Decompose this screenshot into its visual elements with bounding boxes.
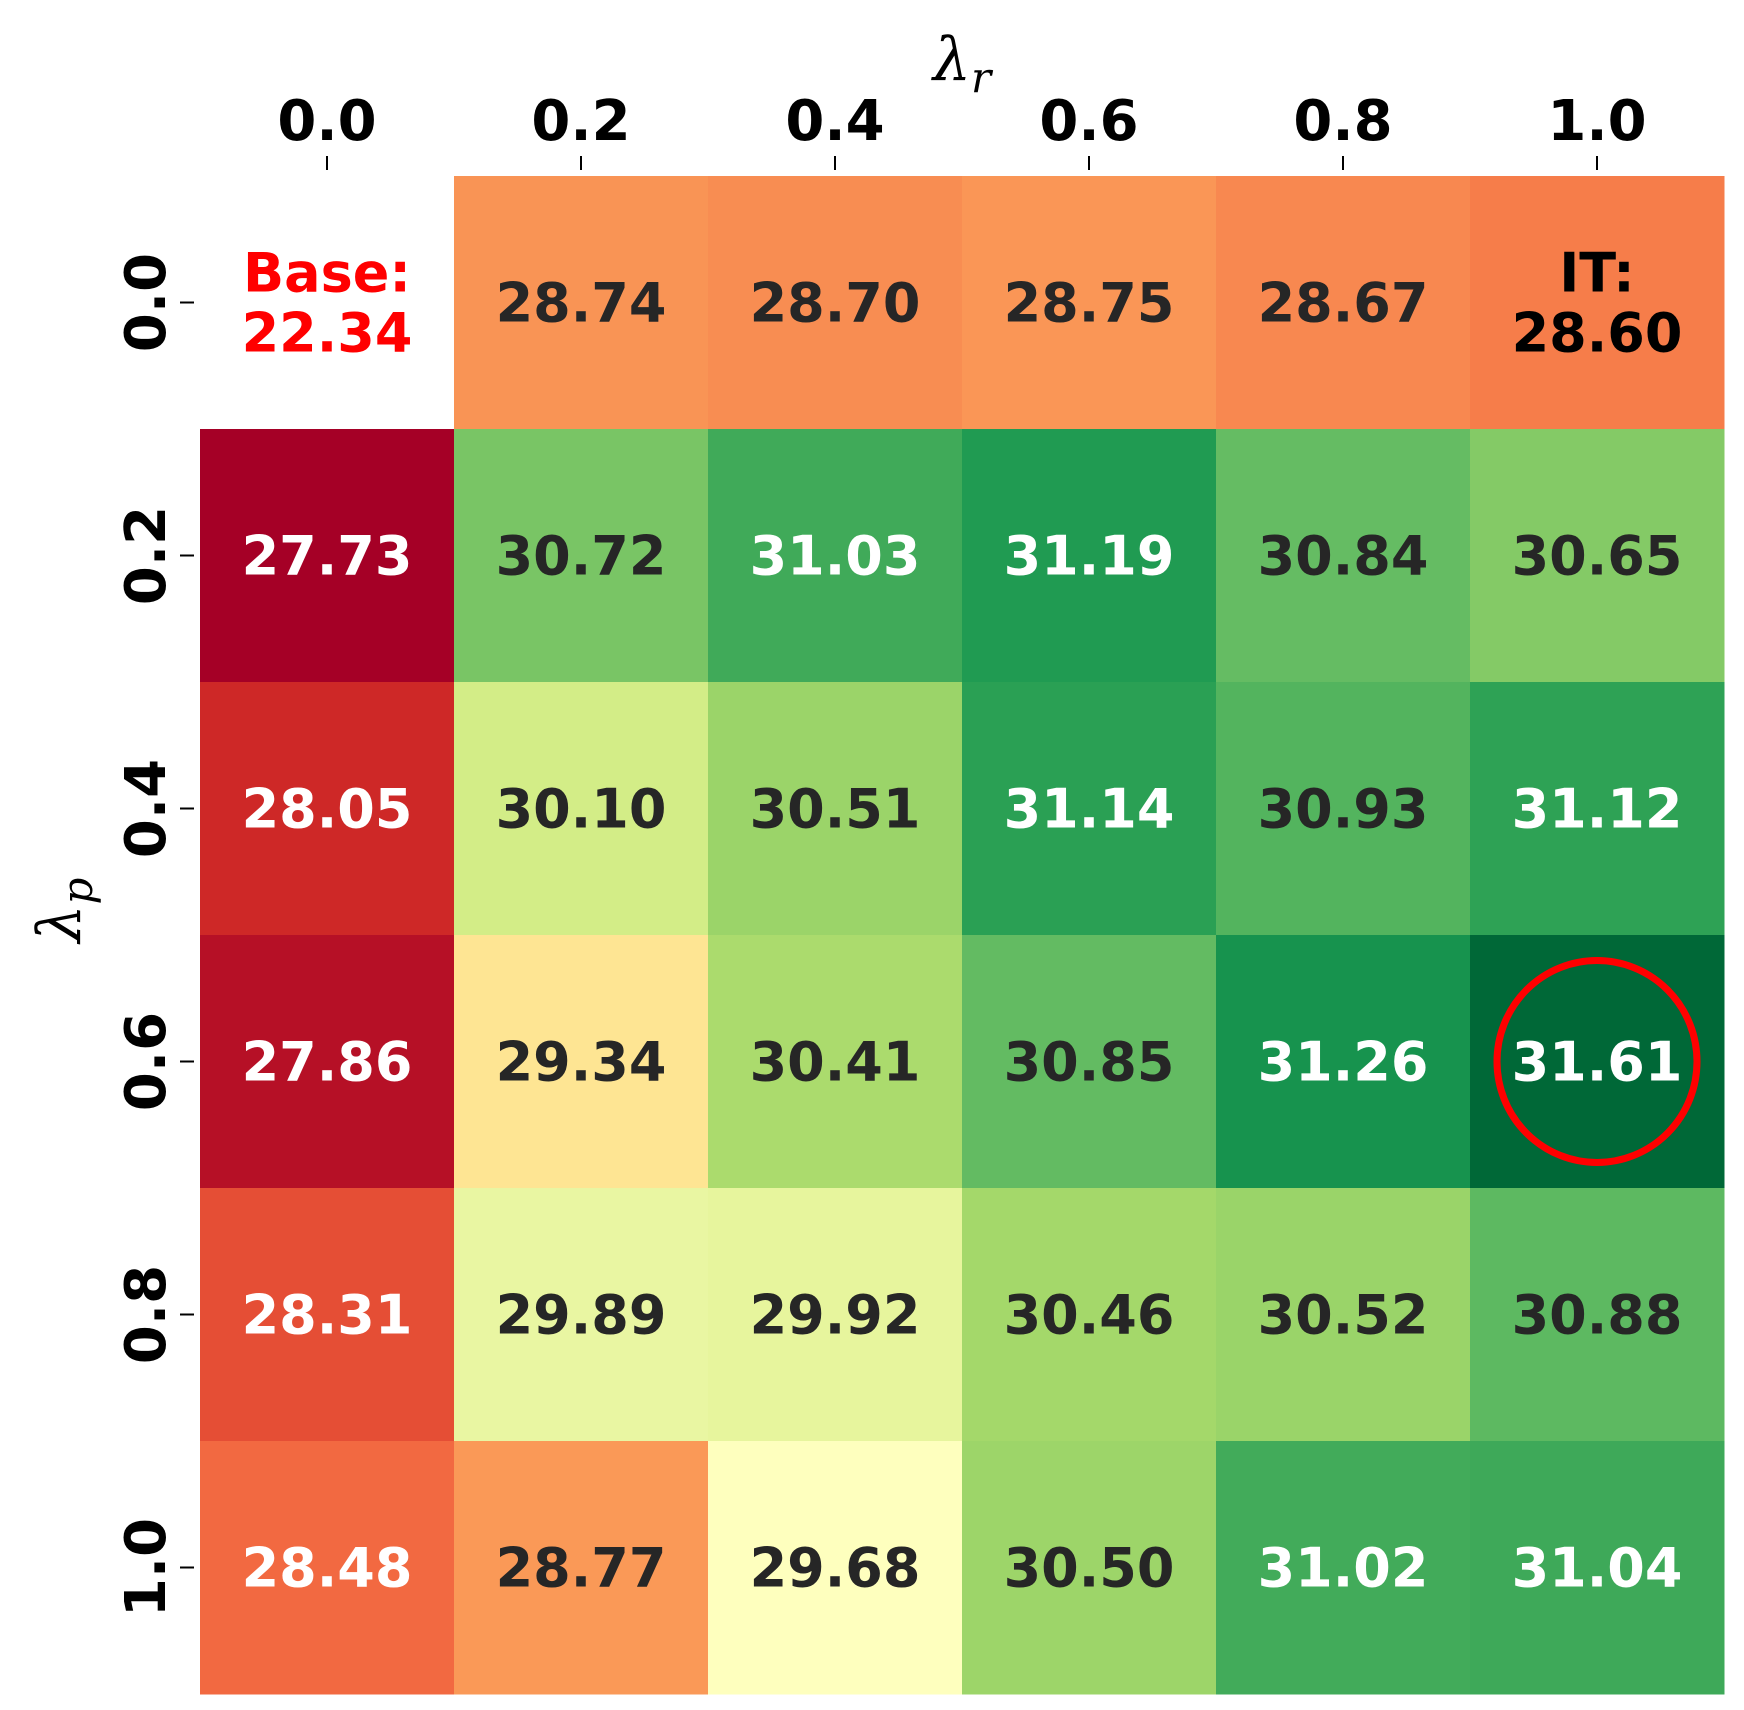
- cell-value-label: 28.70: [750, 272, 921, 335]
- x-axis-ticks: 0.0 0.2 0.4 0.6 0.8 1.0: [277, 89, 1647, 170]
- cell-value-label: 28.74: [496, 272, 667, 335]
- cell-value-label: Base: 22.34: [242, 242, 413, 365]
- cell-value-label: 28.05: [242, 778, 413, 841]
- cell-value-label: 29.89: [496, 1284, 667, 1347]
- cell-value-label: 30.72: [496, 525, 667, 588]
- y-tick-label: 0.4: [114, 759, 179, 858]
- cell-value-label: 30.51: [750, 778, 921, 841]
- cell-value-label: 31.12: [1512, 778, 1683, 841]
- heatmap-cell: [1470, 1188, 1725, 1442]
- cell-value-label: 28.77: [496, 1537, 667, 1600]
- heatmap-cell: [1216, 935, 1471, 1189]
- x-tick-label: 0.4: [785, 89, 884, 154]
- cell-value-label: 30.84: [1258, 525, 1429, 588]
- cell-value-label: IT: 28.60: [1512, 242, 1683, 365]
- cell-value-label: 31.14: [1004, 778, 1175, 841]
- x-tick-label: 1.0: [1547, 89, 1646, 154]
- heatmap-cell: [200, 429, 455, 683]
- cell-value-label: 31.03: [750, 525, 921, 588]
- heatmap-cell: [962, 1441, 1217, 1695]
- cell-value-label: 31.61: [1512, 1031, 1683, 1094]
- cell-value-label: 30.50: [1004, 1537, 1175, 1600]
- cell-value-label: 28.31: [242, 1284, 413, 1347]
- cell-value-label: 29.92: [750, 1284, 921, 1347]
- x-axis-label: λr: [931, 25, 994, 102]
- heatmap-cell: [454, 935, 709, 1189]
- heatmap-cell-labels: Base: 22.34 28.74 28.70 28.75 28.67 IT: 28.60 27…: [242, 242, 1683, 1600]
- x-tick-label: 0.2: [531, 89, 630, 154]
- cell-value-label: 30.46: [1004, 1284, 1175, 1347]
- heatmap-cell: [1216, 1441, 1471, 1695]
- heatmap-cell: [200, 682, 455, 936]
- heatmap-cell: [454, 1441, 709, 1695]
- cell-value-label: 31.26: [1258, 1031, 1429, 1094]
- cell-value-label: 31.02: [1258, 1537, 1429, 1600]
- y-tick-label: 1.0: [114, 1518, 179, 1617]
- heatmap-cell: [200, 176, 455, 430]
- heatmap-cell: [708, 935, 963, 1189]
- heatmap-cell: [200, 1188, 455, 1442]
- heatmap-cell: [454, 1188, 709, 1442]
- heatmap-cell: [708, 1441, 963, 1695]
- heatmap-cell: [1470, 682, 1725, 936]
- heatmap-cell: [962, 176, 1217, 430]
- heatmap-cell: [1470, 176, 1725, 430]
- heatmap-cell: [1216, 1188, 1471, 1442]
- heatmap-cell: [454, 429, 709, 683]
- heatmap-cell: [454, 176, 709, 430]
- y-axis-label: λp: [25, 878, 102, 945]
- cell-value-label: 29.68: [750, 1537, 921, 1600]
- cell-value-label: 30.41: [750, 1031, 921, 1094]
- highlight-layer: [1493, 957, 1701, 1166]
- highlight-circle: [1493, 957, 1701, 1166]
- y-tick-label: 0.0: [114, 253, 179, 352]
- x-tick-label: 0.8: [1293, 89, 1392, 154]
- cell-value-label: 30.10: [496, 778, 667, 841]
- heatmap-cell: [1216, 429, 1471, 683]
- heatmap-cell: [962, 682, 1217, 936]
- cell-value-label: 30.93: [1258, 778, 1429, 841]
- y-tick-label: 0.8: [114, 1265, 179, 1364]
- cell-value-label: 29.34: [496, 1031, 667, 1094]
- heatmap-cell: [962, 935, 1217, 1189]
- heatmap-cell: [200, 935, 455, 1189]
- y-tick-label: 0.2: [114, 506, 179, 605]
- heatmap-cell: [200, 1441, 455, 1695]
- heatmap-cells: [200, 176, 1725, 1695]
- heatmap-cell: [1470, 935, 1725, 1189]
- heatmap-cell: [1216, 682, 1471, 936]
- y-axis-ticks: 0.0 0.2 0.4 0.6 0.8 1.0: [114, 253, 194, 1617]
- cell-value-label: 30.52: [1258, 1284, 1429, 1347]
- cell-value-label: 28.48: [242, 1537, 413, 1600]
- heatmap-cell: [708, 1188, 963, 1442]
- x-tick-label: 0.0: [277, 89, 376, 154]
- cell-value-label: 30.85: [1004, 1031, 1175, 1094]
- y-tick-label: 0.6: [114, 1012, 179, 1111]
- x-tick-label: 0.6: [1039, 89, 1138, 154]
- heatmap-cell: [1470, 429, 1725, 683]
- cell-value-label: 31.04: [1512, 1537, 1683, 1600]
- cell-value-label: 28.75: [1004, 272, 1175, 335]
- cell-value-label: 30.65: [1512, 525, 1683, 588]
- heatmap-cell: [708, 682, 963, 936]
- heatmap-cell: [962, 1188, 1217, 1442]
- heatmap-cell: [708, 429, 963, 683]
- heatmap-cell: [962, 429, 1217, 683]
- cell-value-label: 28.67: [1258, 272, 1429, 335]
- cell-value-label: 27.73: [242, 525, 413, 588]
- cell-value-label: 31.19: [1004, 525, 1175, 588]
- heatmap-cell: [1470, 1441, 1725, 1695]
- cell-value-label: 30.88: [1512, 1284, 1683, 1347]
- heatmap-cell: [454, 682, 709, 936]
- heatmap-cell: [708, 176, 963, 430]
- cell-value-label: 27.86: [242, 1031, 413, 1094]
- heatmap-cell: [1216, 176, 1471, 430]
